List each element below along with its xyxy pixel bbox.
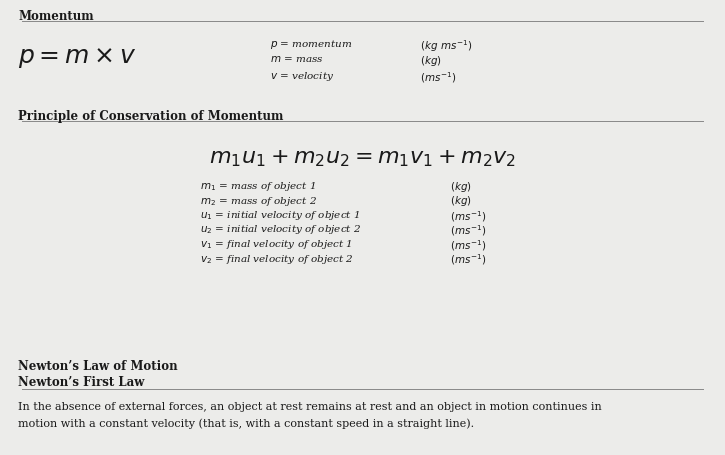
Text: $(ms^{-1})$: $(ms^{-1})$ xyxy=(450,208,486,223)
Text: $(kg)$: $(kg)$ xyxy=(420,54,442,68)
Text: $v_1$ = final velocity of object 1: $v_1$ = final velocity of object 1 xyxy=(200,238,352,250)
Text: $v_2$ = final velocity of object 2: $v_2$ = final velocity of object 2 xyxy=(200,252,354,265)
Text: $m_1$ = mass of object 1: $m_1$ = mass of object 1 xyxy=(200,180,316,192)
Text: $(ms^{-1})$: $(ms^{-1})$ xyxy=(450,238,486,252)
Text: $m_2$ = mass of object 2: $m_2$ = mass of object 2 xyxy=(200,194,318,207)
Text: $(kg)$: $(kg)$ xyxy=(450,180,472,193)
Text: $p$ = momentum: $p$ = momentum xyxy=(270,38,352,51)
Text: Newton’s Law of Motion: Newton’s Law of Motion xyxy=(18,359,178,372)
Text: $u_1$ = initial velocity of object 1: $u_1$ = initial velocity of object 1 xyxy=(200,208,360,222)
Text: motion with a constant velocity (that is, with a constant speed in a straight li: motion with a constant velocity (that is… xyxy=(18,417,474,428)
Text: $v$ = velocity: $v$ = velocity xyxy=(270,70,334,83)
Text: $(ms^{-1})$: $(ms^{-1})$ xyxy=(450,252,486,267)
Text: $p = m \times v$: $p = m \times v$ xyxy=(18,46,137,70)
Text: Momentum: Momentum xyxy=(18,10,94,23)
Text: $m$ = mass: $m$ = mass xyxy=(270,54,323,64)
Text: $(kg\ ms^{-1})$: $(kg\ ms^{-1})$ xyxy=(420,38,472,54)
Text: $(ms^{-1})$: $(ms^{-1})$ xyxy=(420,70,456,85)
Text: $u_2$ = initial velocity of object 2: $u_2$ = initial velocity of object 2 xyxy=(200,223,361,236)
Text: $(kg)$: $(kg)$ xyxy=(450,194,472,208)
Text: Newton’s First Law: Newton’s First Law xyxy=(18,375,144,388)
Text: In the absence of external forces, an object at rest remains at rest and an obje: In the absence of external forces, an ob… xyxy=(18,401,602,411)
Text: Principle of Conservation of Momentum: Principle of Conservation of Momentum xyxy=(18,110,283,123)
Text: $m_1u_1 + m_2u_2 = m_1v_1 + m_2v_2$: $m_1u_1 + m_2u_2 = m_1v_1 + m_2v_2$ xyxy=(209,147,515,169)
Text: $(ms^{-1})$: $(ms^{-1})$ xyxy=(450,223,486,238)
